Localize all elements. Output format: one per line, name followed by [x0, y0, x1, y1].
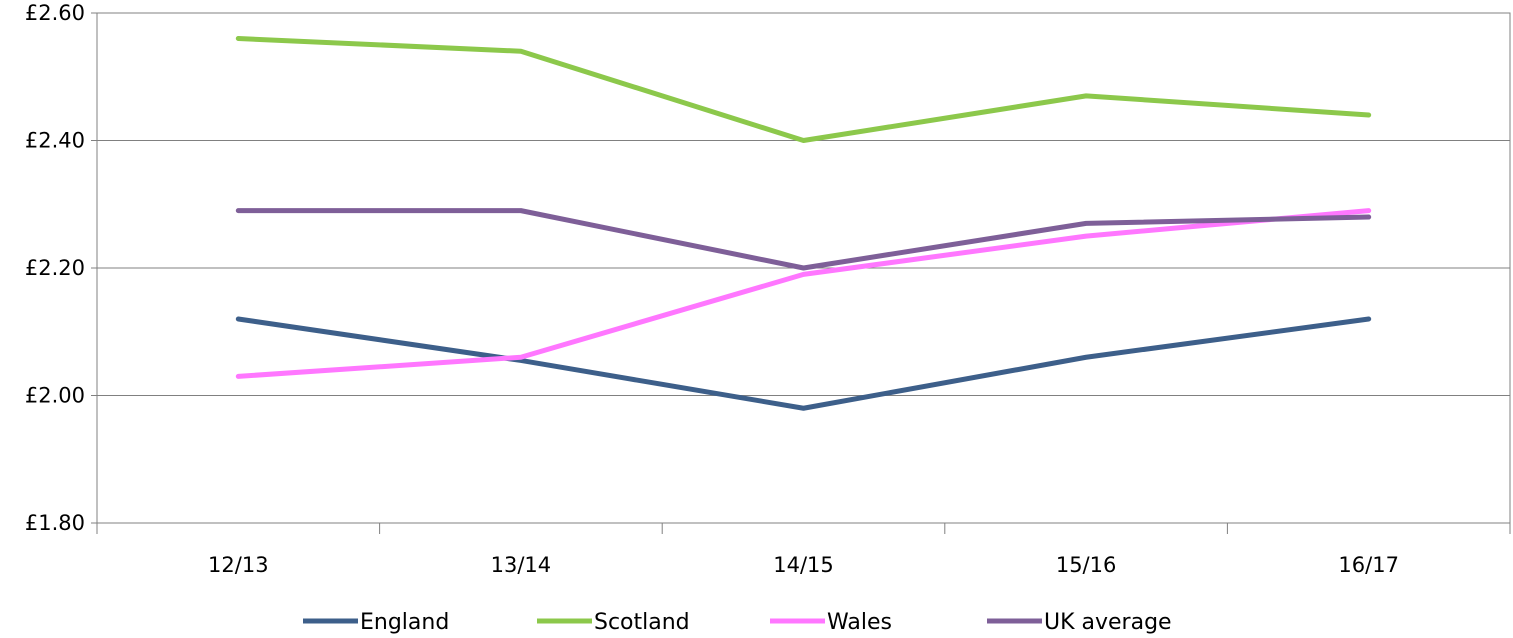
x-tick-label: 15/16	[1056, 553, 1117, 577]
series-line-uk-average	[235, 208, 1372, 271]
series-lines	[235, 36, 1372, 411]
x-tick-label: 12/13	[208, 553, 269, 577]
axes: £1.80 £2.00 £2.20 £2.40 £2.60 12/13 13/14 14/15…	[25, 1, 1511, 577]
x-tick-label: 16/17	[1338, 553, 1399, 577]
series-line-scotland	[235, 36, 1372, 143]
series-line-wales	[235, 208, 1372, 379]
legend-label-england: England	[360, 610, 449, 635]
legend-label-scotland: Scotland	[594, 610, 690, 635]
y-tick-label: £2.40	[25, 129, 85, 153]
y-tick-label: £2.00	[25, 384, 85, 408]
series-line-england	[235, 316, 1372, 411]
legend-label-uk-average: UK average	[1044, 610, 1172, 635]
y-tick-label: £2.20	[25, 256, 85, 280]
y-tick-label: £1.80	[25, 511, 85, 535]
legend: England Scotland Wales UK average	[303, 610, 1172, 635]
x-tick-label: 14/15	[773, 553, 834, 577]
x-tick-label: 13/14	[491, 553, 552, 577]
y-tick-label: £2.60	[25, 1, 85, 25]
legend-label-wales: Wales	[827, 610, 892, 635]
